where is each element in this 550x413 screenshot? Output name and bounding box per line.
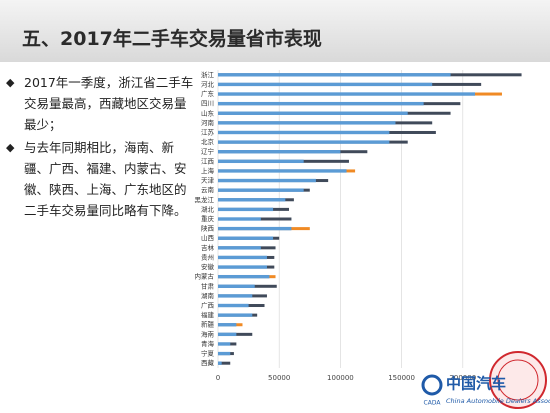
bar xyxy=(218,198,286,202)
bar xyxy=(218,169,347,173)
bar xyxy=(218,255,267,260)
logo-mark xyxy=(421,374,443,396)
bullet-list: 2017年一季度，浙江省二手车交易量最高，西藏地区交易量最少； 与去年同期相比，… xyxy=(6,72,196,223)
y-tick-label: 安徽 xyxy=(201,262,215,271)
y-tick-label: 宁夏 xyxy=(201,349,215,358)
bar xyxy=(218,101,424,106)
bar xyxy=(218,92,476,96)
y-tick-label: 福建 xyxy=(201,310,215,319)
slide-title: 五、2017年二手车交易量省市表现 xyxy=(22,28,322,50)
bar xyxy=(218,207,274,212)
y-tick-label: 上海 xyxy=(201,166,215,175)
logo-name: 中国汽车 xyxy=(446,375,506,393)
y-tick-label: 河南 xyxy=(201,118,215,127)
bar xyxy=(218,82,433,87)
bar xyxy=(218,323,237,327)
y-tick-label: 内蒙古 xyxy=(195,272,215,281)
stamp-ring xyxy=(497,359,539,401)
bar xyxy=(218,342,231,346)
bar xyxy=(218,313,253,317)
bar xyxy=(218,159,304,164)
y-tick-label: 贵州 xyxy=(201,252,214,261)
bar xyxy=(218,246,261,250)
y-tick-label: 天津 xyxy=(201,177,215,185)
y-tick-label: 西藏 xyxy=(201,358,215,367)
bar xyxy=(218,361,222,365)
header-band xyxy=(0,0,550,62)
y-tick-label: 广西 xyxy=(201,301,215,310)
bar xyxy=(218,130,390,135)
y-tick-label: 青海 xyxy=(201,339,215,348)
y-tick-label: 陕西 xyxy=(201,224,215,233)
bar xyxy=(218,217,261,221)
y-tick-label: 重庆 xyxy=(201,214,215,223)
y-tick-label: 甘肃 xyxy=(201,281,215,290)
y-tick-label: 新疆 xyxy=(201,320,215,329)
x-tick-label: 50000 xyxy=(268,374,290,382)
bullet: 与去年同期相比，海南、新疆、广西、福建、内蒙古、安徽、陕西、上海、广东地区的二手… xyxy=(6,137,196,221)
bar xyxy=(218,351,231,356)
bar xyxy=(218,226,292,231)
x-tick-label: 150000 xyxy=(388,374,415,382)
y-tick-label: 四川 xyxy=(201,100,214,108)
x-tick-label: 0 xyxy=(216,374,220,382)
y-tick-label: 黑龙江 xyxy=(195,195,215,204)
y-tick-label: 广东 xyxy=(201,89,215,98)
bar xyxy=(218,265,267,269)
y-tick-label: 山西 xyxy=(201,233,215,242)
y-tick-label: 湖南 xyxy=(201,291,215,300)
bar xyxy=(218,236,274,240)
x-tick-label: 200000 xyxy=(449,374,476,382)
bar xyxy=(218,140,390,144)
bar xyxy=(218,73,451,77)
bar xyxy=(218,178,316,183)
bar xyxy=(218,361,231,365)
y-tick-label: 河北 xyxy=(201,80,215,88)
bar xyxy=(218,294,253,298)
y-tick-label: 江苏 xyxy=(201,127,215,136)
bar xyxy=(218,274,270,279)
logo-abbr: CADA xyxy=(424,400,442,407)
bar xyxy=(218,303,249,308)
y-tick-label: 海南 xyxy=(201,329,215,338)
bar xyxy=(218,111,408,115)
bar xyxy=(218,284,255,288)
y-tick-label: 山东 xyxy=(201,108,215,117)
bullet: 2017年一季度，浙江省二手车交易量最高，西藏地区交易量最少； xyxy=(6,72,196,135)
bar xyxy=(218,150,341,154)
bar xyxy=(218,188,304,192)
y-tick-label: 吉林 xyxy=(201,243,215,252)
y-tick-label: 云南 xyxy=(201,185,215,194)
x-tick-label: 100000 xyxy=(327,374,354,382)
y-tick-label: 湖北 xyxy=(201,204,215,213)
bar xyxy=(218,121,396,125)
y-tick-label: 北京 xyxy=(201,137,215,146)
y-tick-label: 江西 xyxy=(201,157,215,165)
y-tick-label: 浙江 xyxy=(201,70,215,79)
y-tick-label: 辽宁 xyxy=(201,147,215,156)
logo-english: China Automobile Dealers Association xyxy=(446,397,550,405)
bar xyxy=(218,332,237,337)
